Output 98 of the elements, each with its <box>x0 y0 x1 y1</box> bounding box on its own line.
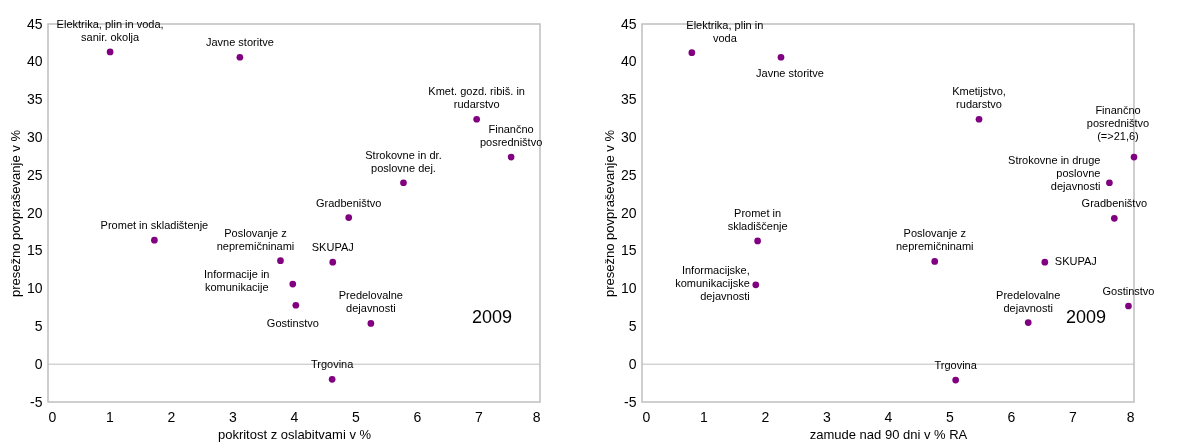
x-tick-label: 6 <box>413 408 422 425</box>
annotation: Strokovne in druge poslovne dejavnosti <box>1008 153 1101 192</box>
point <box>106 48 114 56</box>
y-tick-label: 15 <box>620 242 637 259</box>
x-axis-title: pokritost z oslabitvami v % <box>217 426 372 442</box>
y-tick-label: 10 <box>26 280 43 297</box>
point <box>752 281 760 289</box>
y-tick-label: -5 <box>624 393 637 410</box>
y-tick-label: 15 <box>26 242 43 259</box>
point <box>688 49 696 57</box>
x-tick-label: 1 <box>700 408 709 425</box>
annotation: 2009 <box>471 307 512 327</box>
point <box>952 376 959 384</box>
y-axis-title: presežno povpraševanje v % <box>601 129 617 297</box>
y-tick-label: 25 <box>26 166 43 183</box>
point <box>329 258 337 266</box>
point <box>328 375 336 383</box>
x-tick-label: 5 <box>946 408 955 425</box>
annotation: Javne storitve <box>205 36 274 49</box>
point <box>151 236 158 244</box>
x-tick-label: 6 <box>1007 408 1016 425</box>
point <box>507 153 515 161</box>
x-tick-label: 7 <box>475 408 484 425</box>
y-tick-label: 35 <box>620 91 637 108</box>
point <box>1125 302 1132 310</box>
annotation: Elektrika, plin in voda <box>686 18 764 44</box>
annotation: Poslovanje z nepremičninami <box>895 227 974 253</box>
y-tick-label: 40 <box>620 53 637 70</box>
point <box>367 320 375 327</box>
y-tick-label: 35 <box>26 91 43 108</box>
y-tick-label: 30 <box>26 128 43 145</box>
x-tick-label: 8 <box>1126 408 1135 425</box>
point <box>777 53 785 61</box>
point <box>1130 153 1138 161</box>
x-tick-label: 5 <box>352 408 361 425</box>
annotation: SKUPAJ <box>311 241 354 254</box>
y-tick-label: 25 <box>620 166 637 183</box>
y-tick-label: 45 <box>26 15 43 32</box>
annotation: Kmet. gozd. ribiš. in rudarstvo <box>428 85 525 111</box>
y-tick-label: 30 <box>620 128 637 145</box>
annotation: Javne storitve <box>756 67 824 80</box>
x-tick-label: 2 <box>761 408 770 425</box>
x-tick-label: 7 <box>1069 408 1078 425</box>
x-tick-label: 3 <box>229 408 238 425</box>
point <box>289 280 297 288</box>
y-tick-label: 0 <box>34 355 43 372</box>
point <box>400 179 407 187</box>
annotation: Promet in skladištenje <box>100 219 209 232</box>
y-tick-label: 5 <box>628 317 637 334</box>
point <box>975 115 983 123</box>
y-tick-label: 20 <box>620 204 637 221</box>
y-tick-label: 20 <box>26 204 43 221</box>
y-tick-label: 10 <box>620 280 637 297</box>
annotation: Kmetijstvo, rudarstvo <box>952 85 1006 111</box>
annotation: Predelovalne dejavnosti <box>338 289 403 315</box>
annotation: Trgovina <box>310 358 355 371</box>
x-tick-label: 0 <box>642 408 651 425</box>
point <box>754 237 761 245</box>
annotation: Gostinstvo <box>266 317 319 330</box>
y-tick-label: 0 <box>628 355 637 372</box>
x-tick-label: 0 <box>48 408 57 425</box>
annotation: Trgovina <box>934 359 978 372</box>
y-tick-label: 40 <box>26 53 43 70</box>
annotation: Poslovanje z nepremičninami <box>216 226 295 252</box>
x-tick-label: 3 <box>823 408 832 425</box>
point <box>1110 214 1118 222</box>
point <box>1024 319 1032 326</box>
point <box>345 214 353 221</box>
point <box>931 258 939 265</box>
point <box>236 53 244 61</box>
annotation: Finančno posredništvo (=>21,6) <box>1086 104 1150 143</box>
annotation: Predelovalne dejavnosti <box>996 288 1061 314</box>
annotation: 2009 <box>1065 307 1106 327</box>
annotation: Promet in skladiščenje <box>727 206 788 232</box>
y-tick-label: 45 <box>620 15 637 32</box>
x-axis-title: zamude nad 90 dni v % RA <box>809 426 968 442</box>
point <box>1106 179 1113 187</box>
x-tick-label: 2 <box>167 408 176 425</box>
annotation: Informacije in komunikacije <box>204 268 270 294</box>
annotation: SKUPAJ <box>1054 254 1097 267</box>
y-axis-title: presežno povpraševanje v % <box>7 129 23 297</box>
point <box>473 115 481 123</box>
point <box>1041 258 1049 266</box>
annotation: Gostinstvo <box>1102 284 1155 297</box>
x-tick-label: 4 <box>290 408 299 425</box>
y-tick-label: 5 <box>34 317 43 334</box>
annotation: Informacijske, komunikacijske dejavnosti <box>675 263 750 302</box>
x-tick-label: 4 <box>884 408 893 425</box>
x-tick-label: 8 <box>532 408 541 425</box>
annotation: Elektrika, plin in voda, sanir. okolja <box>56 17 164 43</box>
point <box>277 257 284 264</box>
annotation: Finančno posredništvo <box>479 123 543 149</box>
annotation: Strokovne in dr. poslovne dej. <box>365 148 442 174</box>
annotation: Gradbeništvo <box>316 196 382 209</box>
x-tick-label: 1 <box>106 408 115 425</box>
y-tick-label: -5 <box>30 393 43 410</box>
point <box>292 301 300 309</box>
annotation: Gradbeništvo <box>1081 197 1148 210</box>
